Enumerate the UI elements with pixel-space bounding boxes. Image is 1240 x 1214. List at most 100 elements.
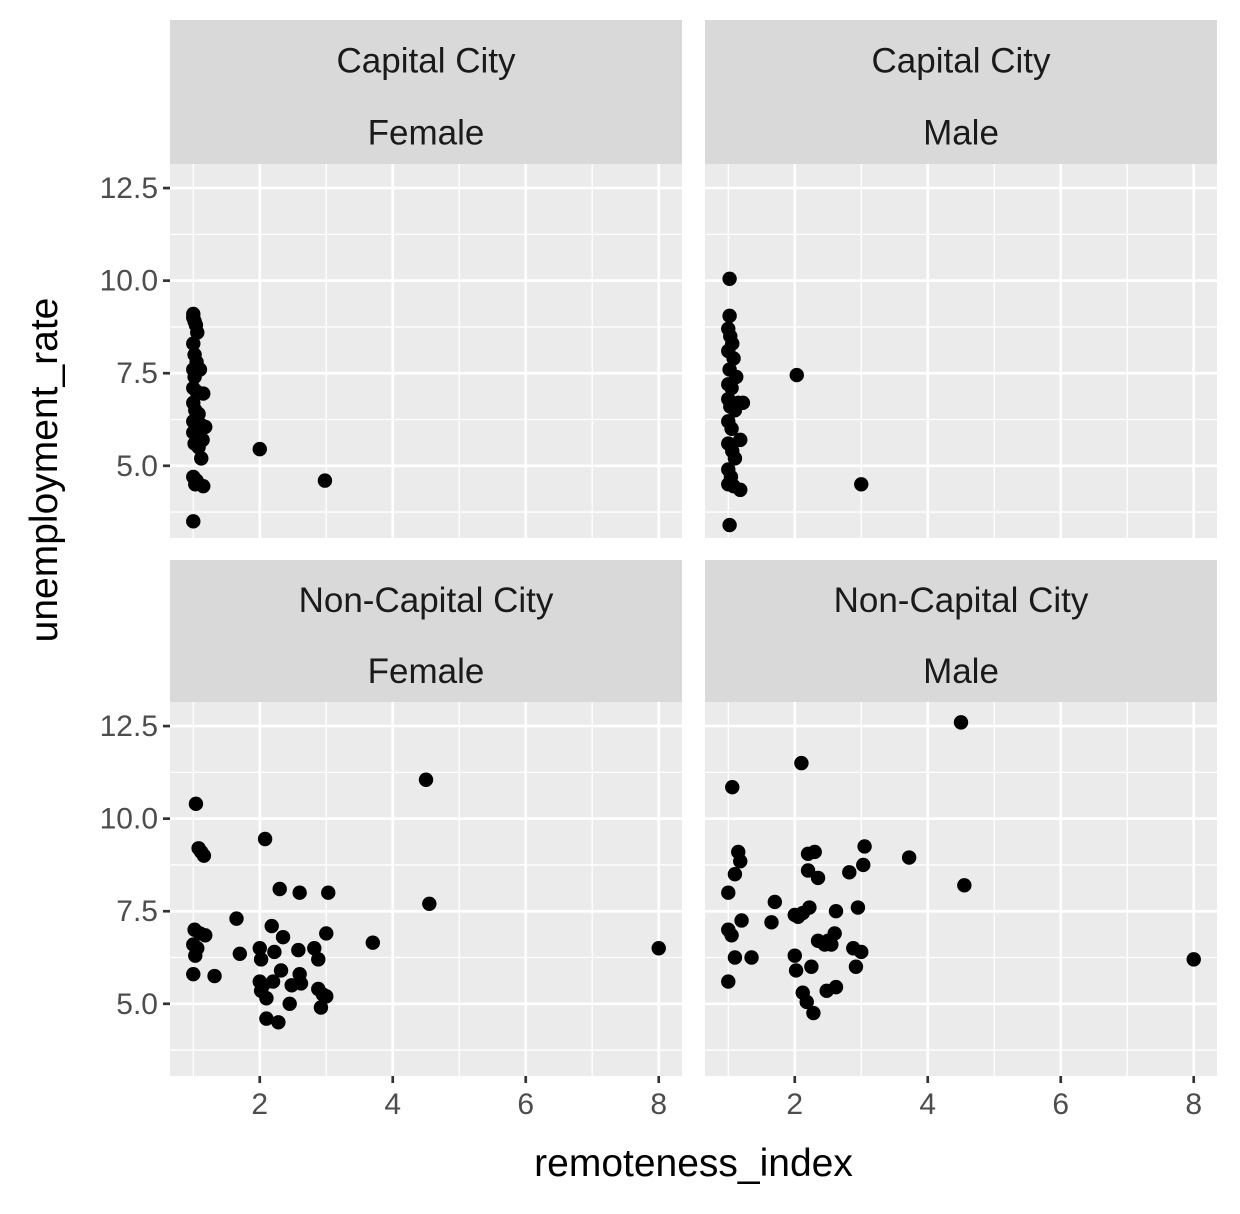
data-point: [275, 929, 291, 945]
data-point: [187, 369, 202, 385]
data-point: [848, 959, 864, 974]
facet-strip-label-top: Non-Capital City: [299, 581, 554, 620]
data-point: [196, 478, 211, 494]
x-tick-label: 8: [1185, 1088, 1202, 1121]
panel-background: [170, 164, 682, 538]
y-tick-label: 5.0: [116, 988, 158, 1021]
data-point: [787, 948, 802, 963]
data-point: [292, 885, 307, 900]
data-point: [272, 881, 287, 897]
data-point: [856, 857, 871, 873]
data-point: [196, 386, 211, 401]
data-point: [807, 844, 822, 860]
data-point: [190, 325, 205, 340]
data-point: [198, 928, 213, 943]
data-point: [828, 979, 844, 995]
data-point: [319, 989, 334, 1004]
data-point: [196, 848, 212, 863]
data-point: [733, 482, 748, 498]
data-point: [319, 926, 334, 941]
data-point: [827, 926, 842, 941]
x-tick-label: 6: [1052, 1088, 1069, 1121]
data-point: [724, 928, 739, 943]
facet-strip-label-bottom: Female: [368, 113, 485, 152]
data-point: [259, 991, 274, 1006]
data-point: [854, 944, 869, 960]
data-point: [727, 866, 743, 882]
panel-background: [705, 164, 1217, 538]
data-point: [311, 952, 326, 967]
y-tick-label: 12.5: [100, 172, 158, 205]
data-point: [789, 367, 804, 383]
data-point: [207, 968, 222, 984]
facet-strip: [170, 20, 682, 164]
data-point: [232, 946, 248, 962]
data-point: [802, 900, 817, 915]
data-point: [282, 996, 297, 1011]
y-tick-label: 10.0: [100, 803, 158, 836]
data-point: [194, 451, 209, 466]
data-point: [767, 894, 783, 910]
data-point: [726, 351, 741, 366]
facet-strip-label-top: Capital City: [337, 41, 516, 80]
data-point: [828, 904, 844, 919]
data-point: [293, 976, 309, 991]
data-point: [1186, 952, 1201, 967]
data-point: [721, 974, 736, 989]
x-tick-label: 4: [919, 1088, 936, 1121]
data-point: [307, 941, 322, 956]
y-tick-label: 7.5: [116, 895, 158, 928]
data-point: [264, 918, 279, 934]
x-tick-label: 2: [786, 1088, 803, 1121]
data-point: [857, 839, 872, 854]
data-point: [252, 941, 267, 956]
data-point: [764, 915, 779, 930]
facet-strip-label-top: Non-Capital City: [834, 581, 1089, 620]
data-point: [291, 942, 306, 958]
data-point: [721, 885, 736, 900]
data-point: [794, 755, 809, 771]
data-point: [824, 937, 839, 952]
data-point: [953, 715, 969, 730]
data-point: [734, 913, 749, 928]
data-point: [850, 900, 866, 915]
facet-strip: [170, 560, 682, 702]
data-point: [722, 271, 737, 286]
data-point: [788, 963, 804, 978]
data-point: [842, 865, 857, 880]
data-point: [186, 966, 201, 982]
facet-strip: [705, 20, 1217, 164]
data-point: [651, 941, 666, 956]
x-tick-label: 8: [650, 1088, 667, 1121]
data-point: [727, 451, 743, 466]
x-axis-title: remoteness_index: [534, 1142, 853, 1185]
data-point: [800, 863, 816, 878]
data-point: [271, 1015, 286, 1030]
data-point: [725, 779, 740, 795]
data-point: [722, 517, 737, 533]
data-point: [799, 994, 814, 1010]
data-point: [313, 1000, 329, 1015]
data-point: [259, 1011, 274, 1026]
data-point: [804, 959, 819, 974]
data-point: [806, 1005, 821, 1021]
data-point: [229, 911, 244, 926]
data-point: [253, 952, 269, 967]
data-point: [317, 473, 333, 488]
data-point: [418, 772, 434, 787]
data-point: [744, 950, 759, 965]
x-tick-label: 2: [251, 1088, 268, 1121]
data-point: [321, 885, 336, 900]
data-point: [727, 950, 743, 965]
facet-strip: [705, 560, 1217, 702]
data-point: [257, 831, 273, 847]
y-tick-label: 7.5: [116, 357, 158, 390]
x-tick-label: 6: [517, 1088, 534, 1121]
data-point: [810, 870, 826, 886]
y-tick-label: 12.5: [100, 710, 158, 743]
data-point: [365, 935, 381, 950]
facet-strip-label-top: Capital City: [872, 41, 1051, 80]
data-point: [722, 308, 737, 324]
